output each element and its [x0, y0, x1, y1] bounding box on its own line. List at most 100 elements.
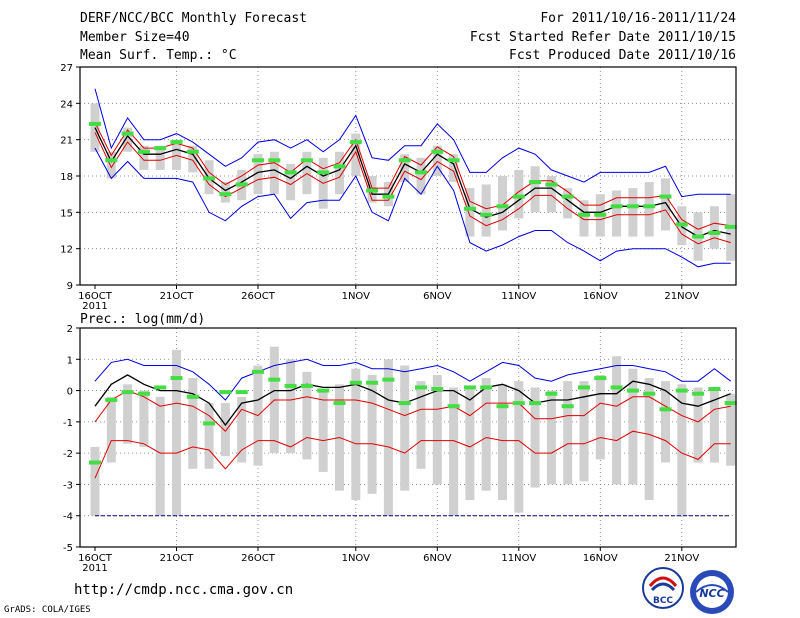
prec-spread-box: [709, 387, 719, 463]
temp-observation-mark: [366, 188, 379, 193]
temp-observation-mark: [529, 180, 542, 185]
prec-spread-box: [563, 381, 573, 485]
grads-credit: GrADS: COLA/IGES: [4, 605, 91, 615]
temp-spread-box: [449, 154, 459, 183]
prec-observation-mark: [317, 388, 330, 393]
prec-observation-mark: [594, 376, 607, 381]
prec-ytick-label: 2: [67, 324, 73, 335]
prec-observation-mark: [89, 460, 101, 465]
temp-observation-mark: [643, 204, 656, 209]
prec-observation-mark: [415, 385, 427, 390]
prec-spread-box: [188, 378, 198, 469]
prec-xtick-label: 21OCT: [160, 553, 195, 564]
temp-spread-box: [432, 145, 442, 176]
prec-observation-mark: [431, 387, 444, 392]
prec-observation-mark: [284, 383, 297, 388]
prec-spread-box: [123, 384, 133, 444]
prec-ytick-label: -3: [63, 480, 73, 491]
prec-spread-box: [693, 387, 703, 463]
prec-observation-mark: [300, 383, 313, 388]
prec-xtick-label: 11NOV: [501, 553, 536, 564]
prec-observation-mark: [529, 401, 542, 406]
temp-spread-box: [400, 154, 410, 183]
temp-observation-mark: [333, 164, 346, 169]
prec-xtick-label: 1NOV: [342, 553, 371, 564]
prec-spread-box: [514, 381, 524, 513]
temp-observation-mark: [512, 194, 525, 199]
prec-observation-mark: [121, 390, 134, 395]
temp-observation-mark: [105, 158, 118, 163]
forecast-produced-date: Fcst Produced Date 2011/10/16: [509, 48, 736, 63]
bcc-logo: BCC: [640, 566, 686, 612]
prec-observation-mark: [170, 376, 183, 381]
source-url[interactable]: http://cmdp.ncc.cma.gov.cn: [74, 582, 294, 598]
temp-ytick-label: 24: [60, 99, 73, 110]
temp-spread-box: [155, 145, 165, 170]
prec-observation-mark: [105, 397, 118, 402]
temp-observation-mark: [317, 170, 330, 175]
prec-observation-mark: [349, 380, 362, 385]
temp-spread-box: [579, 200, 589, 237]
prec-spread-box: [106, 396, 116, 463]
prec-spread-box: [367, 374, 377, 494]
temp-spread-box: [90, 103, 100, 152]
temp-observation-mark: [89, 121, 101, 126]
prec-spread-box: [661, 381, 670, 463]
temp-line-lower-1-sigma: [94, 132, 731, 245]
temp-xtick-label: 11NOV: [501, 291, 536, 302]
temp-observation-mark: [349, 140, 362, 145]
prec-observation-mark: [235, 390, 248, 395]
temp-observation-mark: [463, 206, 476, 211]
prec-observation-mark: [626, 388, 639, 393]
prec-observation-mark: [545, 391, 558, 396]
temp-spread-box: [416, 157, 426, 195]
temp-observation-mark: [219, 192, 232, 197]
temp-observation-mark: [480, 212, 493, 217]
temp-xtick-label: 16NOV: [583, 291, 618, 302]
precip-panel-title: Prec.: log(mm/d): [80, 312, 206, 327]
temp-observation-mark: [252, 158, 264, 163]
prec-spread-box: [595, 374, 605, 460]
prec-spread-box: [139, 390, 149, 447]
prec-observation-mark: [203, 421, 216, 426]
prec-observation-mark: [659, 407, 672, 412]
temp-observation-mark: [186, 149, 199, 154]
prec-observation-mark: [252, 369, 264, 374]
temp-observation-mark: [300, 158, 313, 163]
prec-spread-box: [530, 387, 540, 488]
prec-xtick-label: 6NOV: [423, 553, 452, 564]
temp-ytick-label: 9: [67, 281, 73, 292]
temp-spread-box: [612, 190, 622, 237]
temp-spread-box: [269, 151, 279, 195]
ncc-logo: NCC: [688, 568, 736, 616]
temp-spread-box: [628, 188, 638, 237]
prec-observation-mark: [675, 388, 688, 393]
prec-observation-mark: [724, 401, 737, 406]
temp-observation-mark: [382, 194, 395, 199]
prec-observation-mark: [186, 394, 199, 399]
prec-observation-mark: [480, 385, 493, 390]
prec-observation-mark: [643, 391, 656, 396]
prec-spread-box: [677, 384, 687, 516]
variable-label: Mean Surf. Temp.: °C: [80, 48, 237, 63]
temp-observation-mark: [398, 158, 411, 163]
prec-spread-box: [449, 387, 459, 516]
temp-observation-mark: [675, 222, 688, 227]
prec-spread-box: [612, 356, 622, 485]
temp-observation-mark: [431, 149, 444, 154]
temp-observation-mark: [724, 224, 737, 229]
prec-spread-box: [318, 390, 328, 472]
temp-observation-mark: [170, 140, 183, 145]
member-size-label: Member Size=40: [80, 30, 190, 45]
prec-observation-mark: [154, 385, 167, 390]
temp-spread-box: [481, 184, 491, 237]
prec-observation-mark: [463, 385, 476, 390]
prec-spread-box: [220, 403, 230, 457]
temp-observation-mark: [154, 146, 167, 151]
prec-observation-mark: [692, 391, 705, 396]
bcc-logo-text: BCC: [653, 596, 673, 606]
temp-spread-box: [302, 151, 312, 195]
prec-spread-box: [432, 374, 442, 485]
prec-spread-box: [644, 378, 654, 501]
